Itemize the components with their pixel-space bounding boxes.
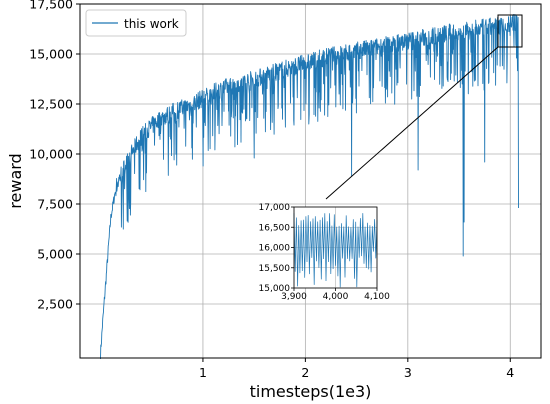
y-tick-label: 15,000 bbox=[29, 47, 73, 62]
main-plot-frame bbox=[79, 3, 542, 359]
x-tick-label: 4 bbox=[506, 365, 514, 380]
y-tick-label: 10,000 bbox=[29, 147, 73, 162]
x-tick-label: 2 bbox=[301, 365, 309, 380]
y-tick-label: 2,500 bbox=[37, 297, 73, 312]
y-tick-label: 12,500 bbox=[29, 97, 73, 112]
zoom-connector-line bbox=[325, 46, 499, 200]
inset-series bbox=[293, 213, 378, 288]
y-tick-label: 5,000 bbox=[37, 247, 73, 262]
inset-ticks: 15,000 15,500 16,000 16,500 17,000 3,900 4,000… bbox=[259, 203, 391, 302]
inset-series-line bbox=[293, 213, 378, 288]
legend-box bbox=[85, 9, 187, 37]
main-series bbox=[100, 13, 519, 360]
series-line-this-work bbox=[100, 13, 519, 360]
inset-y-tick-label: 17,000 bbox=[259, 203, 291, 213]
x-tick-label: 1 bbox=[199, 365, 207, 380]
inset-x-tick-label: 4,100 bbox=[364, 292, 390, 302]
inset-y-tick-label: 16,500 bbox=[259, 223, 291, 233]
inset-y-tick-label: 15,500 bbox=[259, 264, 291, 274]
zoom-region-box bbox=[497, 14, 523, 48]
y-tick-label: 17,500 bbox=[29, 0, 73, 12]
legend-label: this work bbox=[124, 17, 179, 31]
legend: this work bbox=[85, 9, 187, 37]
y-axis-label: reward bbox=[6, 153, 25, 208]
x-tick-label: 3 bbox=[404, 365, 412, 380]
x-axis-label: timesteps(1e3) bbox=[250, 382, 372, 401]
inset-x-tick-label: 3,900 bbox=[281, 292, 307, 302]
y-tick-label: 7,500 bbox=[37, 197, 73, 212]
inset-y-tick-label: 15,000 bbox=[259, 284, 291, 294]
inset-chart: 15,000 15,500 16,000 16,500 17,000 3,900 4,000… bbox=[259, 203, 391, 302]
main-ticks: 2,500 5,000 7,500 10,000 12,500 15,000 17,500 1… bbox=[29, 0, 514, 380]
inset-y-tick-label: 16,000 bbox=[259, 244, 291, 254]
inset-x-tick-label: 4,000 bbox=[323, 292, 349, 302]
